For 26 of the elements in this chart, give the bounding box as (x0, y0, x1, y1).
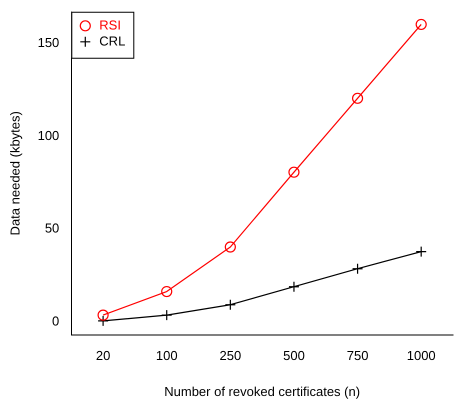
point (161, 286, 172, 298)
y-axis-title: Data needed (kbytes) (7, 111, 22, 236)
x-tick-label: 750 (346, 348, 368, 364)
x-tick-label: 20 (96, 348, 110, 364)
y-tick-label: 50 (44, 220, 60, 236)
point (98, 310, 109, 321)
y-tick-label: 150 (38, 34, 60, 50)
point (416, 246, 427, 258)
x-tick-label: 500 (283, 348, 305, 364)
point (288, 281, 300, 292)
point (288, 166, 300, 178)
point (352, 263, 364, 274)
legend-label: RSI (99, 17, 121, 32)
x-tick-label: 100 (156, 348, 178, 364)
y-tick-label: 0 (52, 313, 60, 328)
y-tick-label: 100 (38, 128, 60, 143)
point (98, 315, 109, 326)
legend-label: CRL (99, 33, 126, 48)
point (224, 241, 236, 253)
point (352, 92, 364, 104)
x-tick-label: 250 (219, 348, 242, 364)
point (161, 310, 172, 321)
point (416, 18, 427, 30)
x-tick-label: 1000 (406, 348, 436, 364)
point (224, 299, 236, 310)
x-axis-title: Number of revoked certificates (n) (164, 384, 360, 399)
